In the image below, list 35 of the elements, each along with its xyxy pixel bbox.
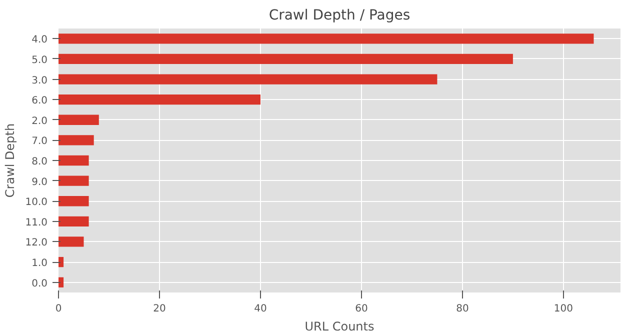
bar <box>58 114 99 125</box>
bar <box>58 256 64 268</box>
y-tick-label: 9.0 <box>32 176 48 188</box>
y-tick-label: 2.0 <box>32 116 48 127</box>
bar <box>58 94 260 105</box>
y-tick-label: 4.0 <box>32 34 48 46</box>
bar <box>58 54 513 64</box>
y-tick-label: 3.0 <box>32 75 48 86</box>
y-tick-label: 7.0 <box>32 136 48 148</box>
y-tick-label: 12.0 <box>25 238 48 249</box>
bar <box>58 34 594 44</box>
bar <box>58 176 89 186</box>
bar <box>58 236 84 247</box>
bar <box>58 74 438 84</box>
y-tick-label: 10.0 <box>25 197 48 208</box>
y-tick-label: 0.0 <box>32 278 48 290</box>
bar <box>58 196 89 206</box>
y-tick-label: 8.0 <box>32 156 48 168</box>
x-tick-label: 60 <box>355 304 368 314</box>
y-tick-label: 1.0 <box>32 258 48 270</box>
bar <box>58 155 89 166</box>
x-tick-label: 0 <box>55 304 62 314</box>
x-tick-label: 40 <box>254 304 267 314</box>
y-tick-label: 11.0 <box>25 217 48 228</box>
y-axis-title: Crawl Depth <box>3 123 18 198</box>
bar <box>58 277 64 288</box>
y-tick-label: 6.0 <box>32 96 48 107</box>
x-tick-label: 100 <box>554 304 573 314</box>
chart-title: Crawl Depth / Pages <box>268 8 410 24</box>
y-tick-label: 5.0 <box>32 54 48 66</box>
x-tick-label: 80 <box>456 304 469 314</box>
x-axis-title: URL Counts <box>304 320 374 334</box>
bar <box>58 135 94 146</box>
bar <box>58 216 89 226</box>
x-tick-label: 20 <box>153 304 166 314</box>
